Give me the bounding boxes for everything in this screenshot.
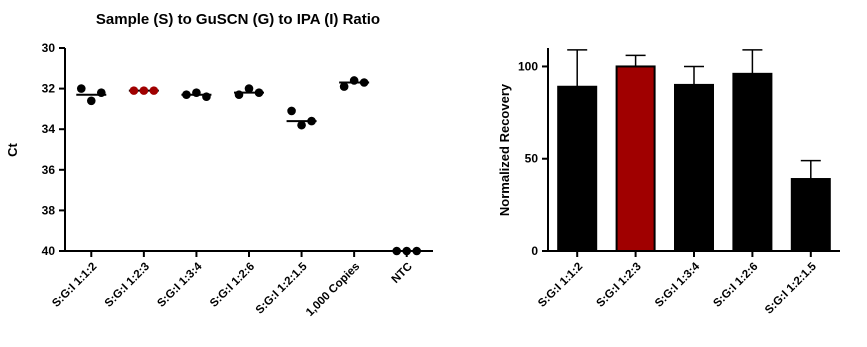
right-x-tick-label: S:G:I 1:2:3: [595, 261, 644, 310]
right-x-tick-label: S:G:I 1:1:2: [536, 261, 585, 310]
left-data-point: [149, 86, 159, 95]
right-y-tick-label: 100: [518, 59, 538, 73]
right-y-ticks: 0 50 100: [518, 59, 548, 258]
left-data-point: [412, 246, 422, 256]
right-y-tick-label: 0: [531, 244, 538, 258]
left-x-tick-label: S:G:I 1:1:2: [50, 261, 99, 310]
left-y-tick-label: 32: [42, 82, 56, 96]
left-chart-title: Sample (S) to GuSCN (G) to IPA (I) Ratio: [96, 11, 380, 28]
left-data-point: [297, 120, 306, 130]
left-data-point: [254, 88, 264, 97]
left-data-point: [192, 88, 201, 97]
right-bar: [557, 85, 598, 252]
left-y-ticks: 30 32 34 36 38 40: [42, 41, 65, 258]
left-x-tick-label: 1,000 Copies: [304, 261, 362, 319]
right-x-tick-label: S:G:I 1:3:4: [653, 260, 703, 310]
right-y-tick-label: 50: [525, 152, 539, 166]
right-bar: [732, 72, 773, 252]
left-data-point: [234, 90, 244, 99]
left-data-point: [129, 86, 139, 95]
left-data-point: [339, 82, 349, 91]
left-y-tick-label: 38: [42, 203, 56, 217]
left-data-point: [202, 92, 211, 102]
left-x-tick-label: S:G:I 1:2:3: [103, 261, 152, 310]
left-y-axis-label: Ct: [5, 142, 20, 156]
left-x-tick-label: S:G:I 1:2:6: [208, 261, 257, 310]
right-data-marks: [557, 49, 831, 252]
left-y-tick-label: 30: [42, 41, 56, 55]
left-data-point: [307, 116, 316, 126]
left-axes: [64, 48, 433, 252]
right-x-ticks: S:G:I 1:1:2 S:G:I 1:2:3 S:G:I 1:3:4 S:G:I 1…: [536, 251, 819, 317]
left-y-tick-label: 36: [42, 163, 56, 177]
left-data-point: [392, 246, 402, 256]
left-data-point: [96, 88, 106, 97]
left-data-point: [287, 106, 296, 116]
left-x-tick-label: S:G:I 1:3:4: [155, 260, 205, 310]
left-data-marks: [76, 76, 422, 256]
right-bar: [615, 65, 656, 252]
right-bar: [674, 83, 714, 252]
left-data-point: [182, 90, 191, 99]
right-x-tick-label: S:G:I 1:2:1.5: [763, 260, 819, 316]
left-x-tick-label: NTC: [390, 261, 415, 286]
right-x-tick-label: S:G:I 1:2:6: [711, 261, 760, 310]
left-data-point: [76, 84, 86, 93]
left-y-tick-label: 34: [42, 122, 56, 136]
left-x-tick-label: S:G:I 1:2:1.5: [254, 260, 310, 316]
left-x-ticks: S:G:I 1:1:2 S:G:I 1:2:3 S:G:I 1:3:4 S:G:I 1…: [50, 251, 415, 319]
left-data-point: [244, 84, 254, 93]
ct-scatter-chart: Sample (S) to GuSCN (G) to IPA (I) Ratio…: [5, 11, 433, 319]
left-data-point: [349, 76, 359, 85]
right-bar: [790, 178, 831, 252]
left-data-point: [139, 86, 149, 95]
left-data-point: [359, 78, 369, 87]
right-y-axis-label: Normalized Recovery: [497, 83, 512, 216]
left-y-tick-label: 40: [42, 244, 56, 258]
left-data-point: [402, 246, 412, 256]
left-data-point: [86, 96, 96, 106]
